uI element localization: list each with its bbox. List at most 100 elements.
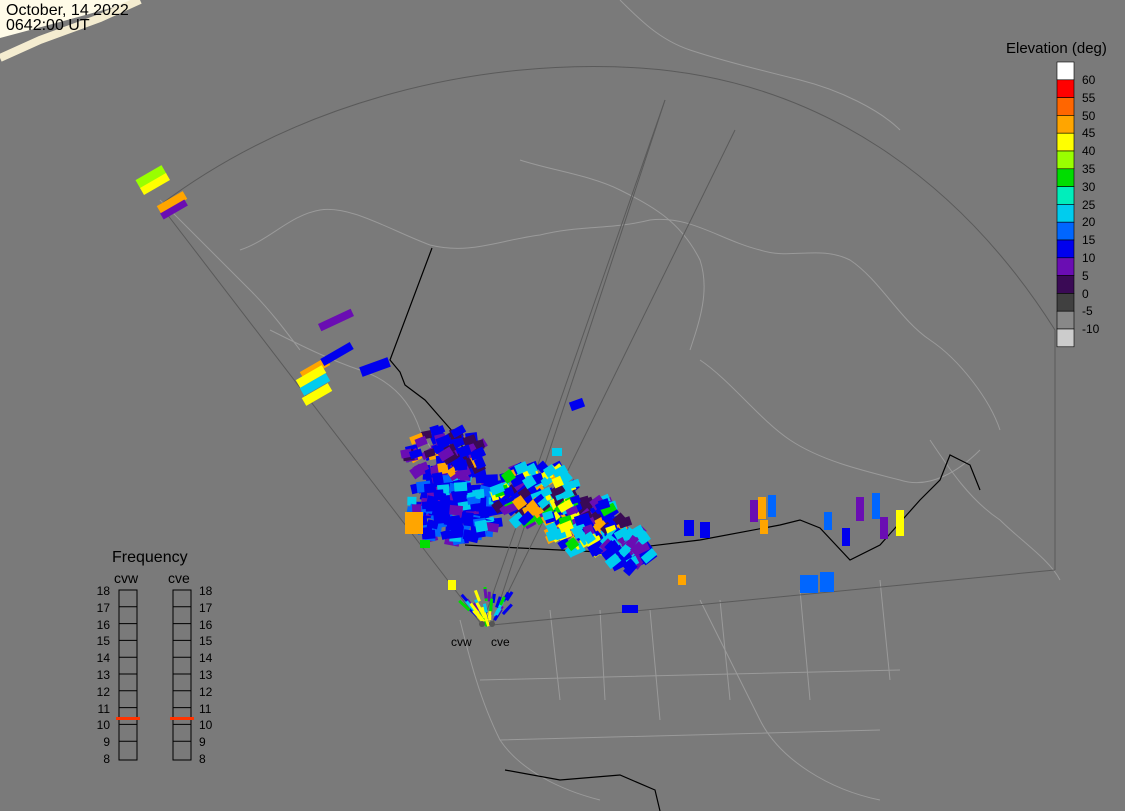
- colorbar-swatch: [1056, 239, 1075, 259]
- scatter-cell: [565, 478, 581, 490]
- scatter-cell: [573, 512, 591, 526]
- colorbar-tick-label: 55: [1082, 90, 1096, 105]
- scatter-cell: [613, 526, 630, 540]
- frequency-tick-label: 15: [199, 634, 213, 649]
- scatter-cell: [760, 520, 768, 534]
- scatter-cell: [621, 530, 634, 542]
- scatter-cell: [474, 610, 486, 623]
- scatter-cell: [542, 510, 554, 521]
- date-label: October, 14 2022: [6, 2, 129, 19]
- scatter-cell: [552, 448, 562, 456]
- scatter-cell: [582, 531, 596, 545]
- colorbar-tick-label: 50: [1082, 108, 1096, 123]
- colorbar-tick-label: 25: [1082, 197, 1096, 212]
- scatter-cell: [423, 483, 437, 494]
- frequency-tick-label: 9: [199, 735, 206, 750]
- radar-site-cvw-marker: [479, 621, 485, 627]
- scatter-cell: [408, 448, 423, 460]
- fov-outlines: [159, 66, 1056, 626]
- daylight-region: [0, 0, 140, 38]
- scatter-cell: [612, 512, 627, 527]
- scatter-cell: [636, 530, 651, 545]
- scatter-cell: [160, 199, 188, 220]
- scatter-cell: [800, 575, 818, 593]
- scatter-cell: [820, 572, 834, 592]
- scatter-cell: [472, 602, 481, 612]
- scatter-cell: [625, 534, 639, 549]
- scatter-cell: [135, 165, 167, 189]
- scatter-cell: [473, 456, 487, 470]
- backscatter-cells: [135, 165, 904, 627]
- scatter-cell: [514, 461, 530, 475]
- scatter-cell: [509, 472, 527, 488]
- frequency-title: Frequency: [112, 549, 188, 566]
- scatter-cell: [545, 528, 563, 542]
- scatter-cell: [431, 425, 446, 437]
- scatter-cell: [579, 496, 595, 511]
- scatter-cell: [542, 463, 557, 478]
- scatter-cell: [768, 495, 776, 517]
- frequency-tick-label: 14: [199, 651, 213, 666]
- scatter-cell: [684, 520, 694, 536]
- scatter-cell: [880, 517, 888, 539]
- scatter-cell: [502, 502, 519, 515]
- scatter-cell: [597, 498, 611, 510]
- frequency-tick-label: 10: [96, 718, 110, 733]
- scatter-cell: [622, 605, 638, 613]
- scatter-cell: [412, 464, 426, 478]
- scatter-cell: [589, 494, 606, 511]
- scatter-cell: [521, 474, 537, 490]
- scatter-cell: [500, 468, 516, 484]
- scatter-cell: [448, 580, 456, 590]
- frequency-tick-label: 10: [199, 718, 213, 733]
- scatter-cell: [478, 607, 487, 619]
- frequency-label-cvw: cvw: [114, 570, 139, 586]
- scatter-cell: [409, 432, 425, 445]
- frequency-column-cve: [172, 589, 192, 761]
- scatter-cell: [443, 516, 458, 527]
- colorbar-tick-label: 10: [1082, 251, 1096, 265]
- scatter-cell: [551, 475, 564, 489]
- scatter-cell: [629, 541, 646, 557]
- scatter-cell: [489, 598, 494, 612]
- colorbar-swatch: [1056, 150, 1075, 170]
- scatter-cell: [407, 496, 417, 506]
- radar-site-cve-label: cve: [491, 635, 510, 649]
- scatter-cell: [872, 493, 880, 519]
- scatter-cell: [156, 191, 188, 214]
- frequency-tick-label: 13: [96, 668, 110, 682]
- scatter-cell: [557, 537, 571, 550]
- scatter-cell: [824, 512, 832, 530]
- scatter-cell: [511, 495, 528, 511]
- scatter-cell: [423, 448, 436, 459]
- scatter-cell: [435, 434, 452, 449]
- scatter-cell: [433, 489, 444, 500]
- coastlines: [159, 0, 1061, 801]
- scatter-cell: [359, 357, 391, 377]
- frequency-tick-label: 13: [199, 668, 213, 682]
- colorbar-swatch: [1056, 310, 1075, 330]
- scatter-cell: [450, 525, 464, 536]
- scatter-cell: [502, 486, 515, 499]
- elevation-scale-title: Elevation (deg): [1006, 40, 1107, 57]
- frequency-tick-label: 12: [199, 684, 213, 699]
- scatter-cell: [604, 553, 622, 570]
- scatter-cell: [140, 173, 170, 195]
- colorbar-swatch: [1056, 293, 1075, 312]
- scatter-cell: [540, 486, 553, 498]
- scatter-cell: [411, 504, 422, 515]
- scatter-cell: [462, 434, 477, 447]
- scatter-cell: [475, 471, 486, 484]
- scatter-cell: [535, 460, 549, 474]
- scatter-cell: [483, 588, 488, 599]
- scatter-cell: [431, 472, 444, 485]
- scatter-cell: [466, 496, 479, 505]
- scatter-cell: [548, 483, 566, 499]
- scatter-cell: [539, 474, 553, 488]
- scatter-cell: [317, 308, 355, 332]
- scatter-cell: [842, 528, 850, 546]
- scatter-cell: [568, 397, 586, 412]
- colorbar-tick-label: 0: [1082, 286, 1089, 301]
- scatter-cell: [473, 589, 481, 602]
- colorbar-swatch: [1056, 257, 1075, 276]
